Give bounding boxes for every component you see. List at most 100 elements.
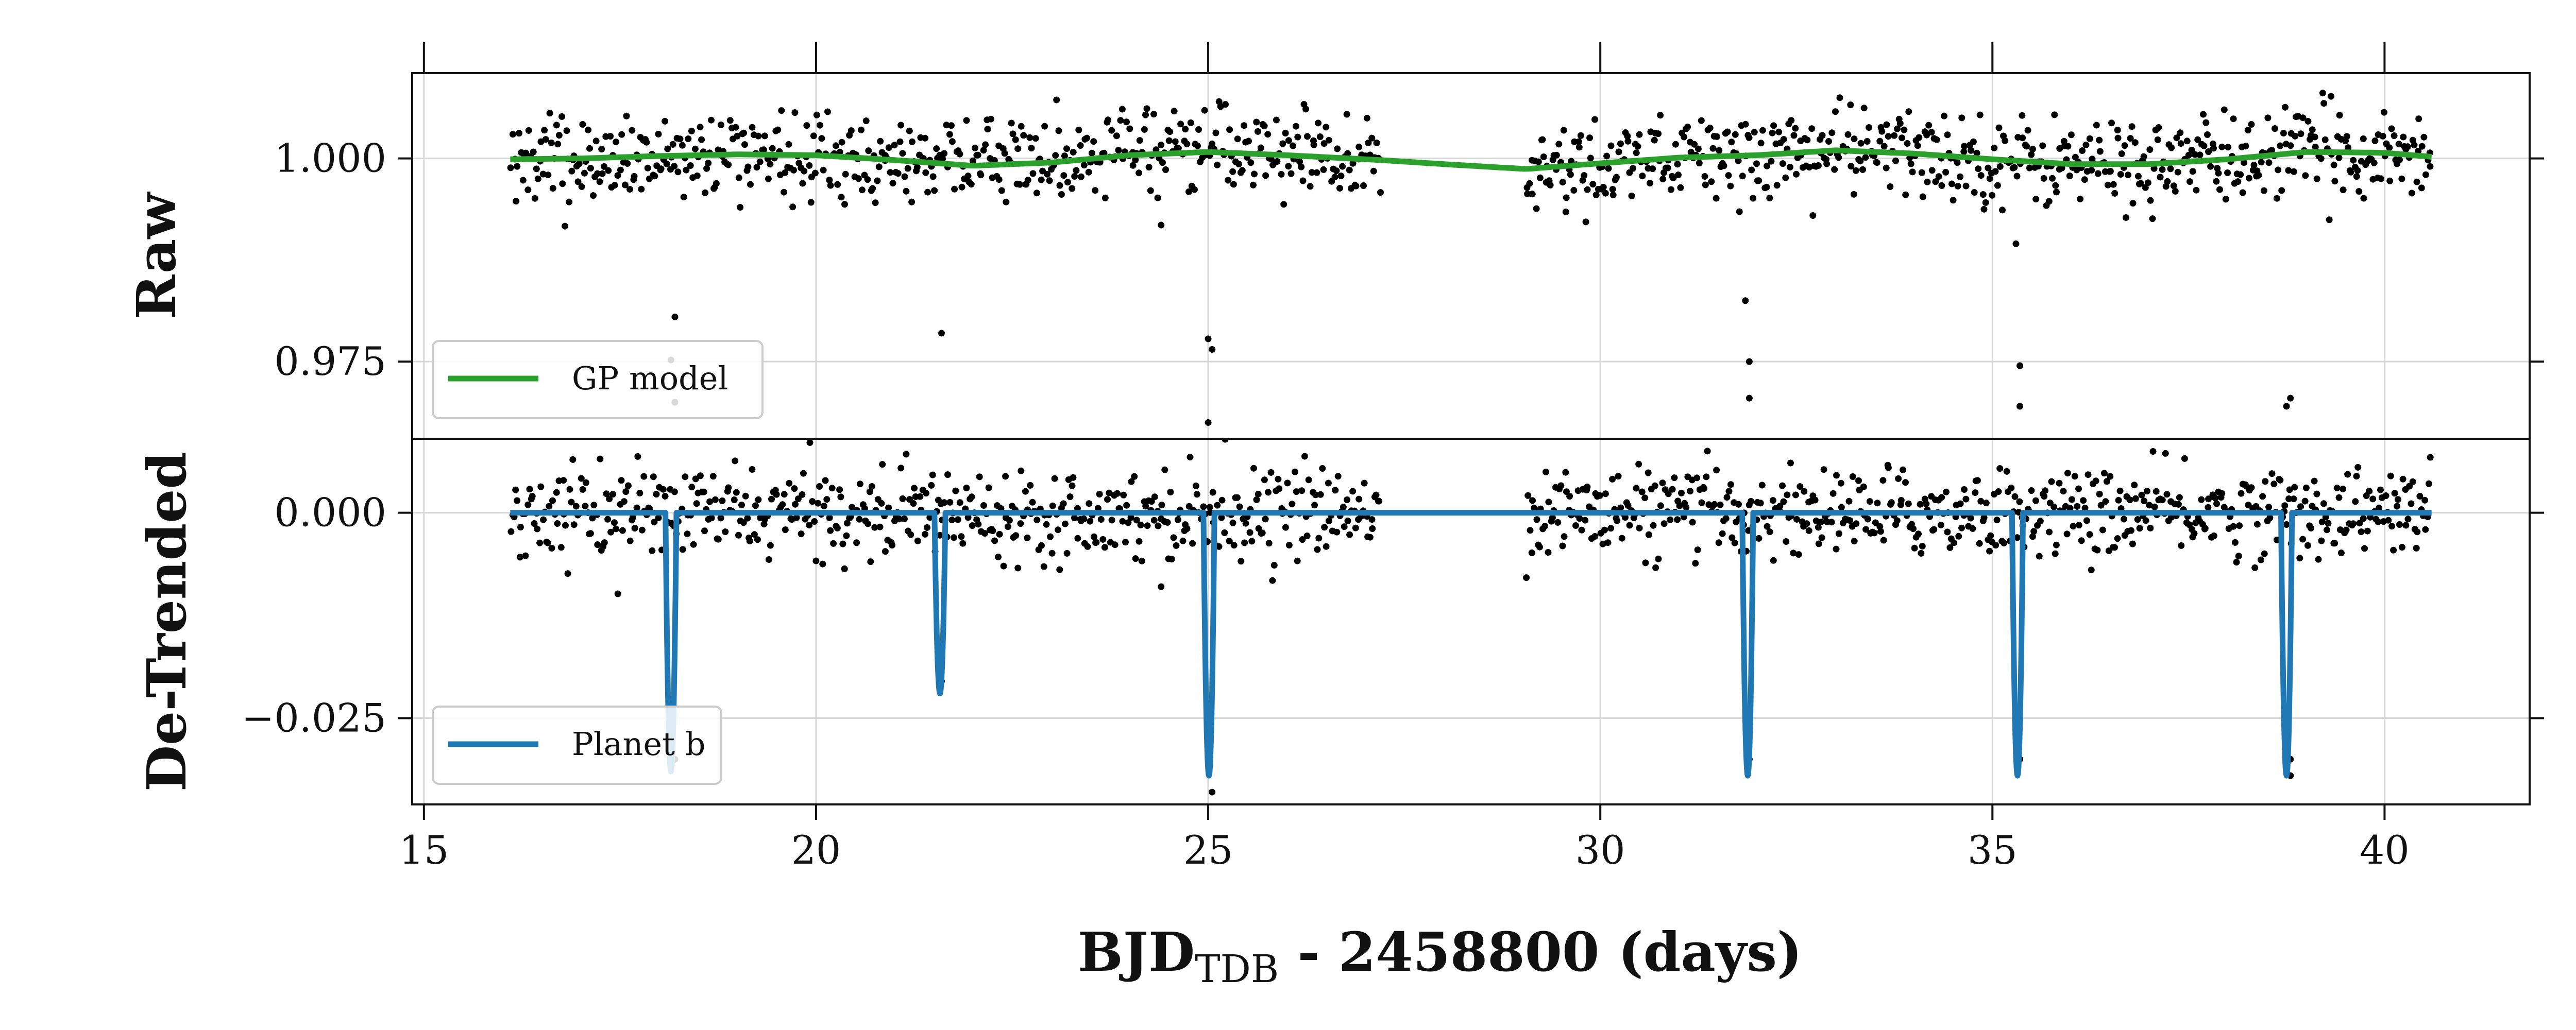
data-point [1047, 533, 1054, 540]
data-point [1917, 501, 1924, 508]
data-point [1755, 177, 1762, 184]
data-point [749, 466, 756, 473]
data-point [1815, 162, 1822, 169]
data-point [2319, 90, 2326, 97]
data-point [1200, 503, 1207, 510]
data-point [2264, 114, 2272, 122]
data-point [526, 486, 533, 493]
data-point [812, 557, 820, 564]
data-point [2088, 167, 2095, 174]
data-point [690, 541, 697, 548]
data-point [769, 145, 776, 152]
data-point [1831, 166, 1838, 173]
data-point [1257, 144, 1264, 151]
data-point [1769, 129, 1776, 136]
data-point [1797, 483, 1804, 490]
data-point [2094, 170, 2102, 177]
data-point [2053, 541, 2060, 548]
data-point [2162, 450, 2169, 457]
data-point [1691, 141, 1698, 148]
x-tick-labels: 15 20 25 30 35 40 [399, 827, 2409, 873]
data-point [2352, 498, 2359, 505]
data-point [548, 139, 555, 146]
data-point [980, 147, 987, 154]
data-point [650, 473, 657, 480]
data-point [609, 491, 617, 498]
data-point [2136, 525, 2143, 532]
data-point [853, 539, 860, 546]
data-point [1991, 144, 1998, 151]
data-point [1624, 132, 1631, 140]
data-point [1808, 125, 1816, 132]
data-point [1113, 132, 1120, 140]
data-point [2088, 566, 2095, 574]
data-point [548, 544, 555, 552]
data-point [594, 170, 601, 177]
data-point [2337, 550, 2345, 557]
data-point [1024, 534, 1031, 541]
data-point [638, 185, 645, 193]
data-point [1649, 165, 1656, 173]
data-point [2075, 522, 2082, 529]
data-point [768, 495, 775, 503]
data-point [1918, 550, 1925, 557]
data-point [614, 172, 621, 179]
x-tick-label: 15 [399, 827, 449, 873]
data-point [553, 122, 560, 129]
data-point [1214, 161, 1221, 168]
data-point [858, 186, 866, 194]
data-point [977, 171, 985, 179]
data-point [1123, 502, 1130, 509]
data-point [1962, 182, 1970, 190]
data-point [2343, 133, 2350, 140]
data-point [558, 113, 566, 120]
data-point [732, 124, 739, 131]
data-point [1719, 530, 1726, 537]
data-point [1563, 194, 1570, 201]
data-point [1985, 164, 1992, 171]
data-point [1003, 198, 1010, 205]
data-point [2408, 190, 2415, 197]
data-point [614, 590, 621, 597]
data-point [2118, 150, 2125, 157]
data-point [2396, 156, 2403, 163]
data-point [2071, 473, 2078, 480]
data-point [1937, 521, 1944, 528]
data-point [1636, 524, 1643, 531]
data-point [1299, 536, 1306, 543]
data-point [2127, 527, 2134, 534]
data-point [964, 173, 972, 180]
data-point [621, 181, 629, 188]
data-point [2259, 493, 2266, 500]
data-point [871, 524, 878, 531]
data-point [1099, 536, 1107, 543]
data-point [1187, 119, 1194, 126]
data-point [1541, 523, 1549, 530]
data-point [1262, 172, 1269, 179]
data-point [1092, 187, 1099, 194]
data-point [1617, 140, 1624, 147]
data-point [1251, 170, 1258, 178]
data-point [1209, 140, 1216, 147]
data-point [1582, 218, 1589, 226]
data-point [914, 537, 921, 544]
data-point [1074, 535, 1081, 542]
data-point [1578, 526, 1585, 534]
data-point [574, 178, 582, 185]
data-point [1976, 111, 1984, 118]
data-point [2003, 468, 2010, 475]
data-point [1987, 532, 1994, 539]
data-point [1006, 517, 1013, 524]
data-point [2309, 126, 2316, 133]
raw-y-axis-label: Raw [125, 192, 188, 319]
data-point [931, 187, 938, 194]
data-point [2377, 486, 2384, 493]
data-point [2354, 167, 2361, 174]
data-point [611, 519, 618, 526]
data-point-outlier [1742, 297, 1749, 304]
data-point [2131, 482, 2138, 489]
data-point [1764, 523, 1771, 530]
data-point [1549, 514, 1556, 521]
data-point [1848, 163, 1855, 170]
data-point [2127, 135, 2134, 142]
